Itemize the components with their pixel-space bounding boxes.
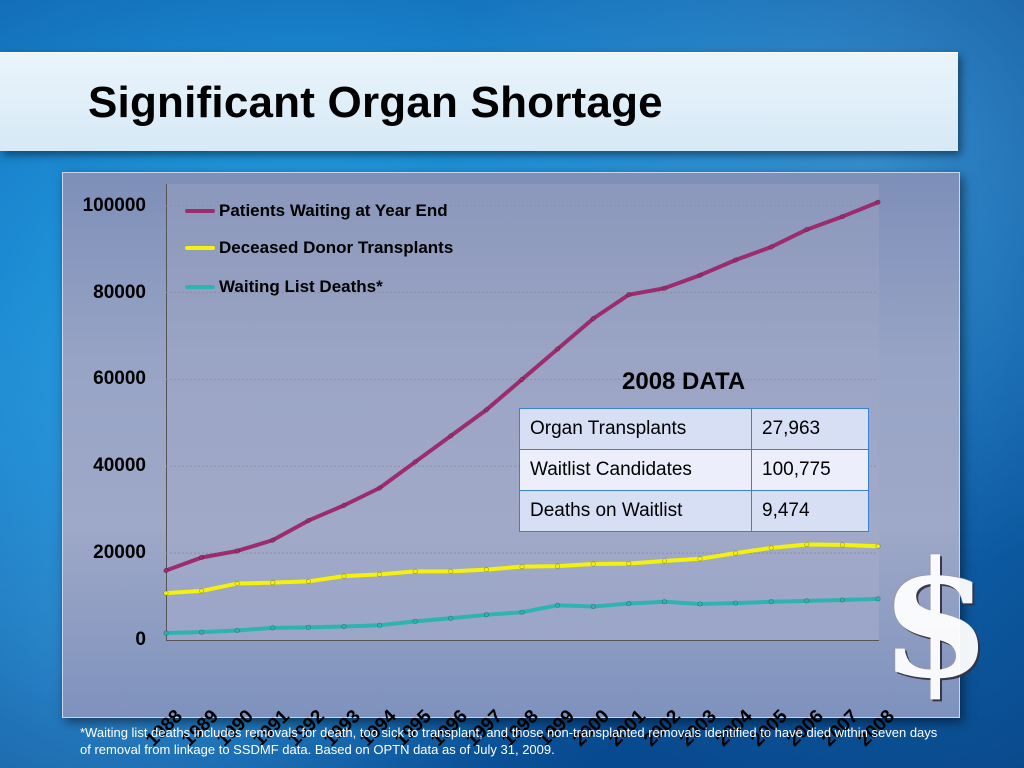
data-point [483,407,489,413]
data-point [804,541,810,547]
data-point [839,542,845,548]
y-tick-label: 100000 [82,194,146,216]
data-point [519,564,525,570]
y-tick-label: 80000 [93,281,146,303]
data-point [234,581,240,587]
data-point [626,561,632,567]
y-tick-label: 40000 [93,455,146,477]
row-value: 27,963 [751,408,869,450]
data-point [733,257,739,263]
data-point [377,622,383,628]
data-point [448,433,454,439]
slide-title: Significant Organ Shortage [88,78,663,127]
data-point [661,558,667,564]
legend-label: Deceased Donor Transplants [219,238,454,257]
data-point [875,596,881,602]
data-point [519,376,525,382]
row-label: Organ Transplants [519,408,752,450]
data-point [555,602,561,608]
data-point [412,568,418,574]
y-tick-label: 0 [135,629,146,650]
data-point [768,599,774,605]
data-point [768,545,774,551]
data-point [661,285,667,291]
data-point [448,615,454,621]
data-point [341,624,347,630]
row-label: Deaths on Waitlist [519,490,752,532]
data-point [697,272,703,278]
data-point [661,599,667,605]
data-point [804,227,810,233]
data-point [341,573,347,579]
legend-swatch [185,285,215,289]
data-point [199,629,205,635]
legend-item: Deceased Donor Transplants [185,237,453,259]
data-point [875,199,881,205]
data-point [697,556,703,562]
table-row: Waitlist Candidates 100,775 [519,449,869,491]
data-point [305,518,311,524]
data-point [305,624,311,630]
data-point [733,600,739,606]
data-point [270,580,276,586]
data-point [305,578,311,584]
data-point [483,612,489,618]
dollar-sign-icon: $ [880,526,992,714]
y-tick-label: 20000 [93,542,146,564]
legend-label: Waiting List Deaths* [219,277,383,296]
title-bar [0,52,958,151]
legend-item: Waiting List Deaths* [185,276,383,298]
legend-swatch [185,246,215,250]
data-point [733,550,739,556]
table-row: Deaths on Waitlist 9,474 [519,490,869,532]
data-point [768,244,774,250]
data-point [590,316,596,322]
footnote: *Waiting list deaths includes removals f… [80,725,938,757]
data-point [626,601,632,607]
data-point [377,485,383,491]
data-point [270,625,276,631]
data-point [199,588,205,594]
data-point [555,346,561,352]
data-point [839,214,845,220]
data-point [341,502,347,508]
data-point [697,601,703,607]
data-point [199,554,205,560]
data-point [448,568,454,574]
data-table: Organ Transplants 27,963 Waitlist Candid… [519,408,869,532]
data-point [519,609,525,615]
legend-label: Patients Waiting at Year End [219,201,448,220]
row-value: 9,474 [751,490,869,532]
data-point [234,548,240,554]
data-table-title: 2008 DATA [622,368,746,395]
legend-swatch [185,209,215,213]
data-point [875,543,881,549]
data-point [377,571,383,577]
legend-item: Patients Waiting at Year End [185,200,448,222]
data-point [412,618,418,624]
data-point [555,563,561,569]
data-point [626,292,632,298]
data-point [804,598,810,604]
table-row: Organ Transplants 27,963 [519,408,869,450]
data-point [163,630,169,636]
data-point [483,567,489,573]
row-label: Waitlist Candidates [519,449,752,491]
data-point [163,568,169,574]
data-point [590,561,596,567]
y-tick-label: 60000 [93,368,146,390]
row-value: 100,775 [751,449,869,491]
data-point [234,627,240,633]
data-point [412,459,418,465]
data-point [590,604,596,610]
data-point [839,597,845,603]
data-point [163,590,169,596]
data-point [270,537,276,543]
